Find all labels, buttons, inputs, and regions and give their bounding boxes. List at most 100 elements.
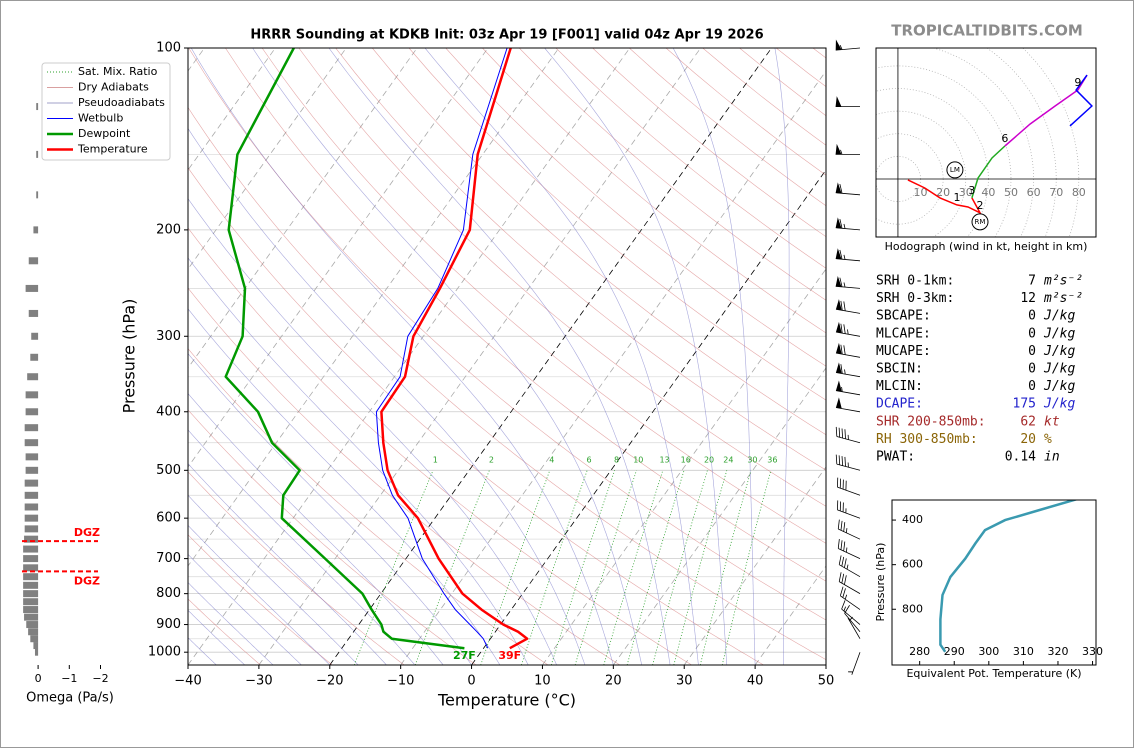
hodograph-ring-label: 80 (1072, 186, 1086, 199)
pseudoadiabat (188, 257, 529, 665)
plot-frame (187, 47, 827, 666)
pseudoadiabat (188, 393, 444, 665)
omega-bar (33, 642, 39, 650)
wind-barb (835, 275, 861, 289)
pseudoadiabat (544, 48, 728, 665)
dry-adiabat (372, 48, 826, 436)
height-label: 1 (953, 191, 960, 204)
legend-label: Wetbulb (78, 112, 123, 125)
mixing-ratio-line (626, 470, 685, 665)
dry-adiabat (298, 48, 826, 507)
isotherm (188, 48, 418, 369)
omega-tick-label: 0 (35, 672, 42, 685)
wind-barb (835, 299, 861, 314)
stat-value: 0 (1028, 309, 1036, 324)
dgz-label: DGZ (74, 574, 100, 587)
hodograph-ring-label: 30 (959, 186, 973, 199)
isotherm (400, 70, 826, 665)
wind-barb (835, 362, 861, 378)
mixing-ratio-label: 6 (587, 456, 592, 465)
isotherm (188, 48, 631, 665)
omega-bar (25, 284, 39, 292)
thetae-x-tick-label: 280 (909, 645, 930, 658)
dry-adiabat (188, 598, 261, 665)
dgz-label: DGZ (74, 526, 100, 539)
stat-label: MLCIN: (876, 379, 923, 394)
omega-bar (31, 332, 39, 340)
watermark: TROPICALTIDBITS.COM (891, 22, 1083, 40)
wind-barb (837, 519, 861, 540)
stat-unit: J/kg (1043, 309, 1075, 324)
hodograph-frame (875, 47, 1097, 238)
x-tick-label: 30 (676, 674, 693, 689)
omega-bar (23, 555, 39, 563)
omega-bar (28, 257, 39, 265)
omega-bar (23, 598, 39, 606)
dry-adiabat (188, 48, 826, 621)
hodograph-trace (1004, 74, 1088, 147)
omega-tick-label: −1 (61, 672, 77, 685)
x-tick-label: −40 (174, 674, 201, 689)
x-tick-label: 20 (605, 674, 622, 689)
hodograph-ring-label: 50 (1004, 186, 1018, 199)
omega-bar (36, 103, 39, 111)
dry-adiabat (188, 534, 333, 665)
stat-value: 0 (1028, 326, 1036, 341)
hodograph-plot: 10 20 30 40 50 60 70 80 1 23 6 9 LM RM (876, 48, 1096, 237)
wind-barb (841, 600, 861, 625)
wind-barb (835, 248, 861, 262)
omega-bar (27, 373, 39, 381)
mixing-ratio-line (652, 470, 708, 665)
mixing-ratio-label: 4 (549, 456, 554, 465)
stat-value: 7 (1028, 274, 1036, 289)
y-tick-label: 800 (156, 586, 181, 601)
pseudoadiabat (188, 198, 557, 665)
dry-adiabat (518, 48, 826, 301)
dry-adiabat (335, 48, 826, 471)
wind-barb (835, 96, 860, 107)
omega-bar (23, 564, 39, 572)
stat-value: 0.14 (1005, 450, 1036, 465)
dry-adiabat (261, 48, 826, 544)
storm-motion (946, 161, 964, 179)
omega-axis-label: Omega (Pa/s) (26, 691, 114, 706)
legend-label: Sat. Mix. Ratio (78, 65, 158, 78)
stat-label: DCAPE: (876, 397, 923, 412)
y-axis-label: Pressure (hPa) (120, 299, 139, 414)
hodograph-trace (1069, 74, 1093, 127)
mixing-ratio-label: 20 (704, 456, 714, 465)
thetae-x-label: Equivalent Pot. Temperature (K) (906, 667, 1081, 680)
stat-value: 0 (1028, 379, 1036, 394)
mixing-ratio-label: 8 (614, 456, 619, 465)
y-tick-label: 1000 (148, 645, 181, 660)
storm-motion-label: LM (950, 166, 960, 174)
omega-bar (26, 621, 39, 629)
dry-adiabat (188, 167, 764, 665)
wind-barb (835, 454, 861, 471)
omega-bar (28, 309, 39, 317)
omega-bar (30, 635, 39, 643)
stat-unit: in (1044, 450, 1060, 465)
wind-barb (839, 586, 861, 610)
omega-bar (23, 606, 39, 614)
mixing-ratio-label: 2 (489, 456, 494, 465)
omega-bar (36, 150, 39, 158)
wind-barb (835, 321, 861, 337)
hodograph-ring-label: 10 (914, 186, 928, 199)
storm-motion-label: RM (975, 218, 986, 226)
stat-label: SHR 200-850mb: (876, 414, 986, 429)
omega-bar (34, 648, 39, 656)
isotherm (258, 48, 701, 665)
y-tick-label: 500 (156, 463, 181, 478)
stat-label: RH 300-850mb: (876, 432, 978, 447)
thetae-plot (939, 500, 1079, 653)
wind-barb (835, 182, 861, 196)
dry-adiabat (188, 287, 621, 665)
pseudoadiabat (188, 582, 274, 665)
thetae-x-tick-label: 290 (944, 645, 965, 658)
stat-value: 62 (1020, 414, 1036, 429)
x-tick-label: −10 (387, 674, 414, 689)
x-tick-label: 40 (747, 674, 764, 689)
pseudoadiabat (188, 463, 387, 665)
mixing-ratio-label: 13 (659, 456, 669, 465)
